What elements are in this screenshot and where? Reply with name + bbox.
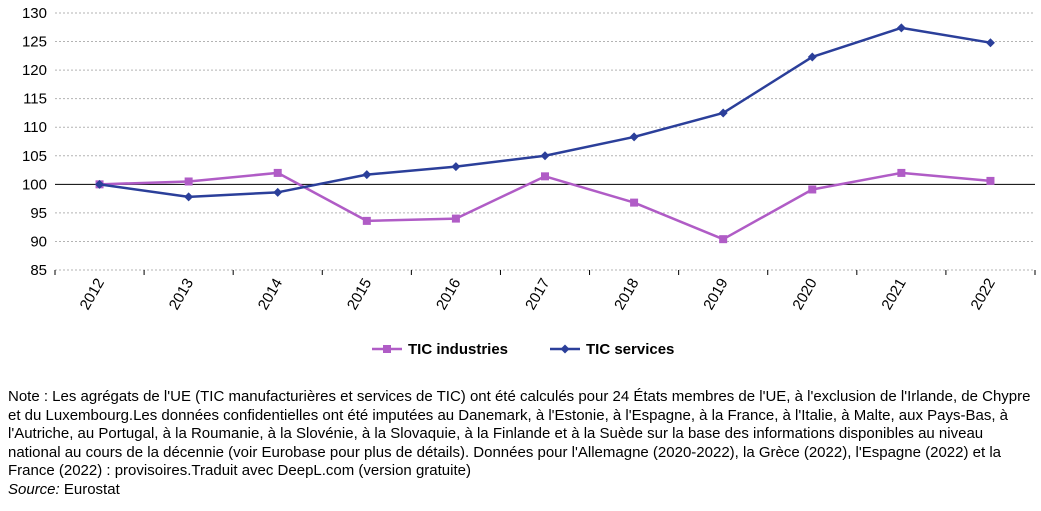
y-tick-label-130: 130 [22, 5, 47, 22]
data-point-0-5 [541, 172, 549, 181]
series-line-0 [99, 171, 991, 241]
source-label: Source: [8, 480, 60, 498]
data-point-1-6 [629, 132, 639, 142]
legend-marker-1 [560, 344, 570, 354]
legend-label-1: TIC services [586, 341, 674, 358]
y-tick-label-105: 105 [22, 148, 47, 165]
data-point-0-8 [808, 185, 817, 194]
y-tick-label-100: 100 [22, 176, 47, 193]
y-tick-label-95: 95 [30, 205, 47, 222]
chart-area: 85 90 95 100 105 110 115 120 125 130 2012 2013 2014 2… [22, 5, 1036, 358]
data-point-1-9 [896, 23, 906, 33]
data-point-0-7 [719, 235, 728, 244]
data-point-1-4 [451, 162, 461, 172]
data-point-1-2 [273, 187, 283, 197]
data-point-1-10 [985, 38, 995, 48]
x-tick-label-2015: 2015 [344, 276, 375, 313]
source-value: Eurostat [59, 480, 120, 498]
data-point-1-7 [718, 108, 728, 118]
data-point-1-8 [807, 52, 817, 62]
x-tick-label-2021: 2021 [878, 276, 909, 313]
data-point-0-3 [362, 216, 371, 225]
source-line: Source: Eurostat [8, 481, 1036, 500]
y-tick-label-110: 110 [23, 119, 47, 136]
data-point-1-5 [540, 151, 550, 161]
data-point-1-3 [362, 170, 372, 180]
data-point-1-1 [184, 192, 194, 202]
legend-label-0: TIC industries [408, 341, 508, 358]
x-tick-label-2014: 2014 [255, 276, 286, 313]
data-point-0-9 [897, 168, 906, 177]
note-text: Note : Les agrégats de l'UE (TIC manufac… [8, 388, 1031, 480]
y-tick-label-125: 125 [22, 34, 47, 51]
x-tick-label-2013: 2013 [166, 276, 197, 313]
data-point-1-0 [95, 179, 105, 189]
x-tick-label-2018: 2018 [611, 276, 642, 313]
y-tick-label-90: 90 [30, 233, 47, 250]
x-tick-label-2020: 2020 [789, 276, 820, 313]
data-point-0-6 [630, 198, 639, 207]
x-tick-label-2019: 2019 [700, 276, 731, 313]
data-point-0-2 [273, 168, 282, 177]
note-block: Note : Les agrégats de l'UE (TIC manufac… [8, 388, 1036, 500]
x-tick-label-2022: 2022 [968, 276, 999, 313]
x-tick-label-2017: 2017 [522, 276, 553, 313]
y-tick-label-85: 85 [30, 262, 47, 279]
data-point-0-4 [451, 214, 460, 223]
y-tick-label-120: 120 [22, 62, 47, 79]
line-chart: 85 90 95 100 105 110 115 120 125 130 2012 2013 2014 2… [22, 5, 1036, 358]
y-tick-label-115: 115 [23, 91, 47, 108]
series-line-1 [99, 26, 991, 199]
legend-marker-0 [383, 345, 391, 353]
x-tick-label-2012: 2012 [77, 276, 108, 313]
data-point-0-10 [986, 176, 995, 185]
data-point-0-1 [184, 177, 193, 186]
x-tick-label-2016: 2016 [433, 276, 464, 313]
